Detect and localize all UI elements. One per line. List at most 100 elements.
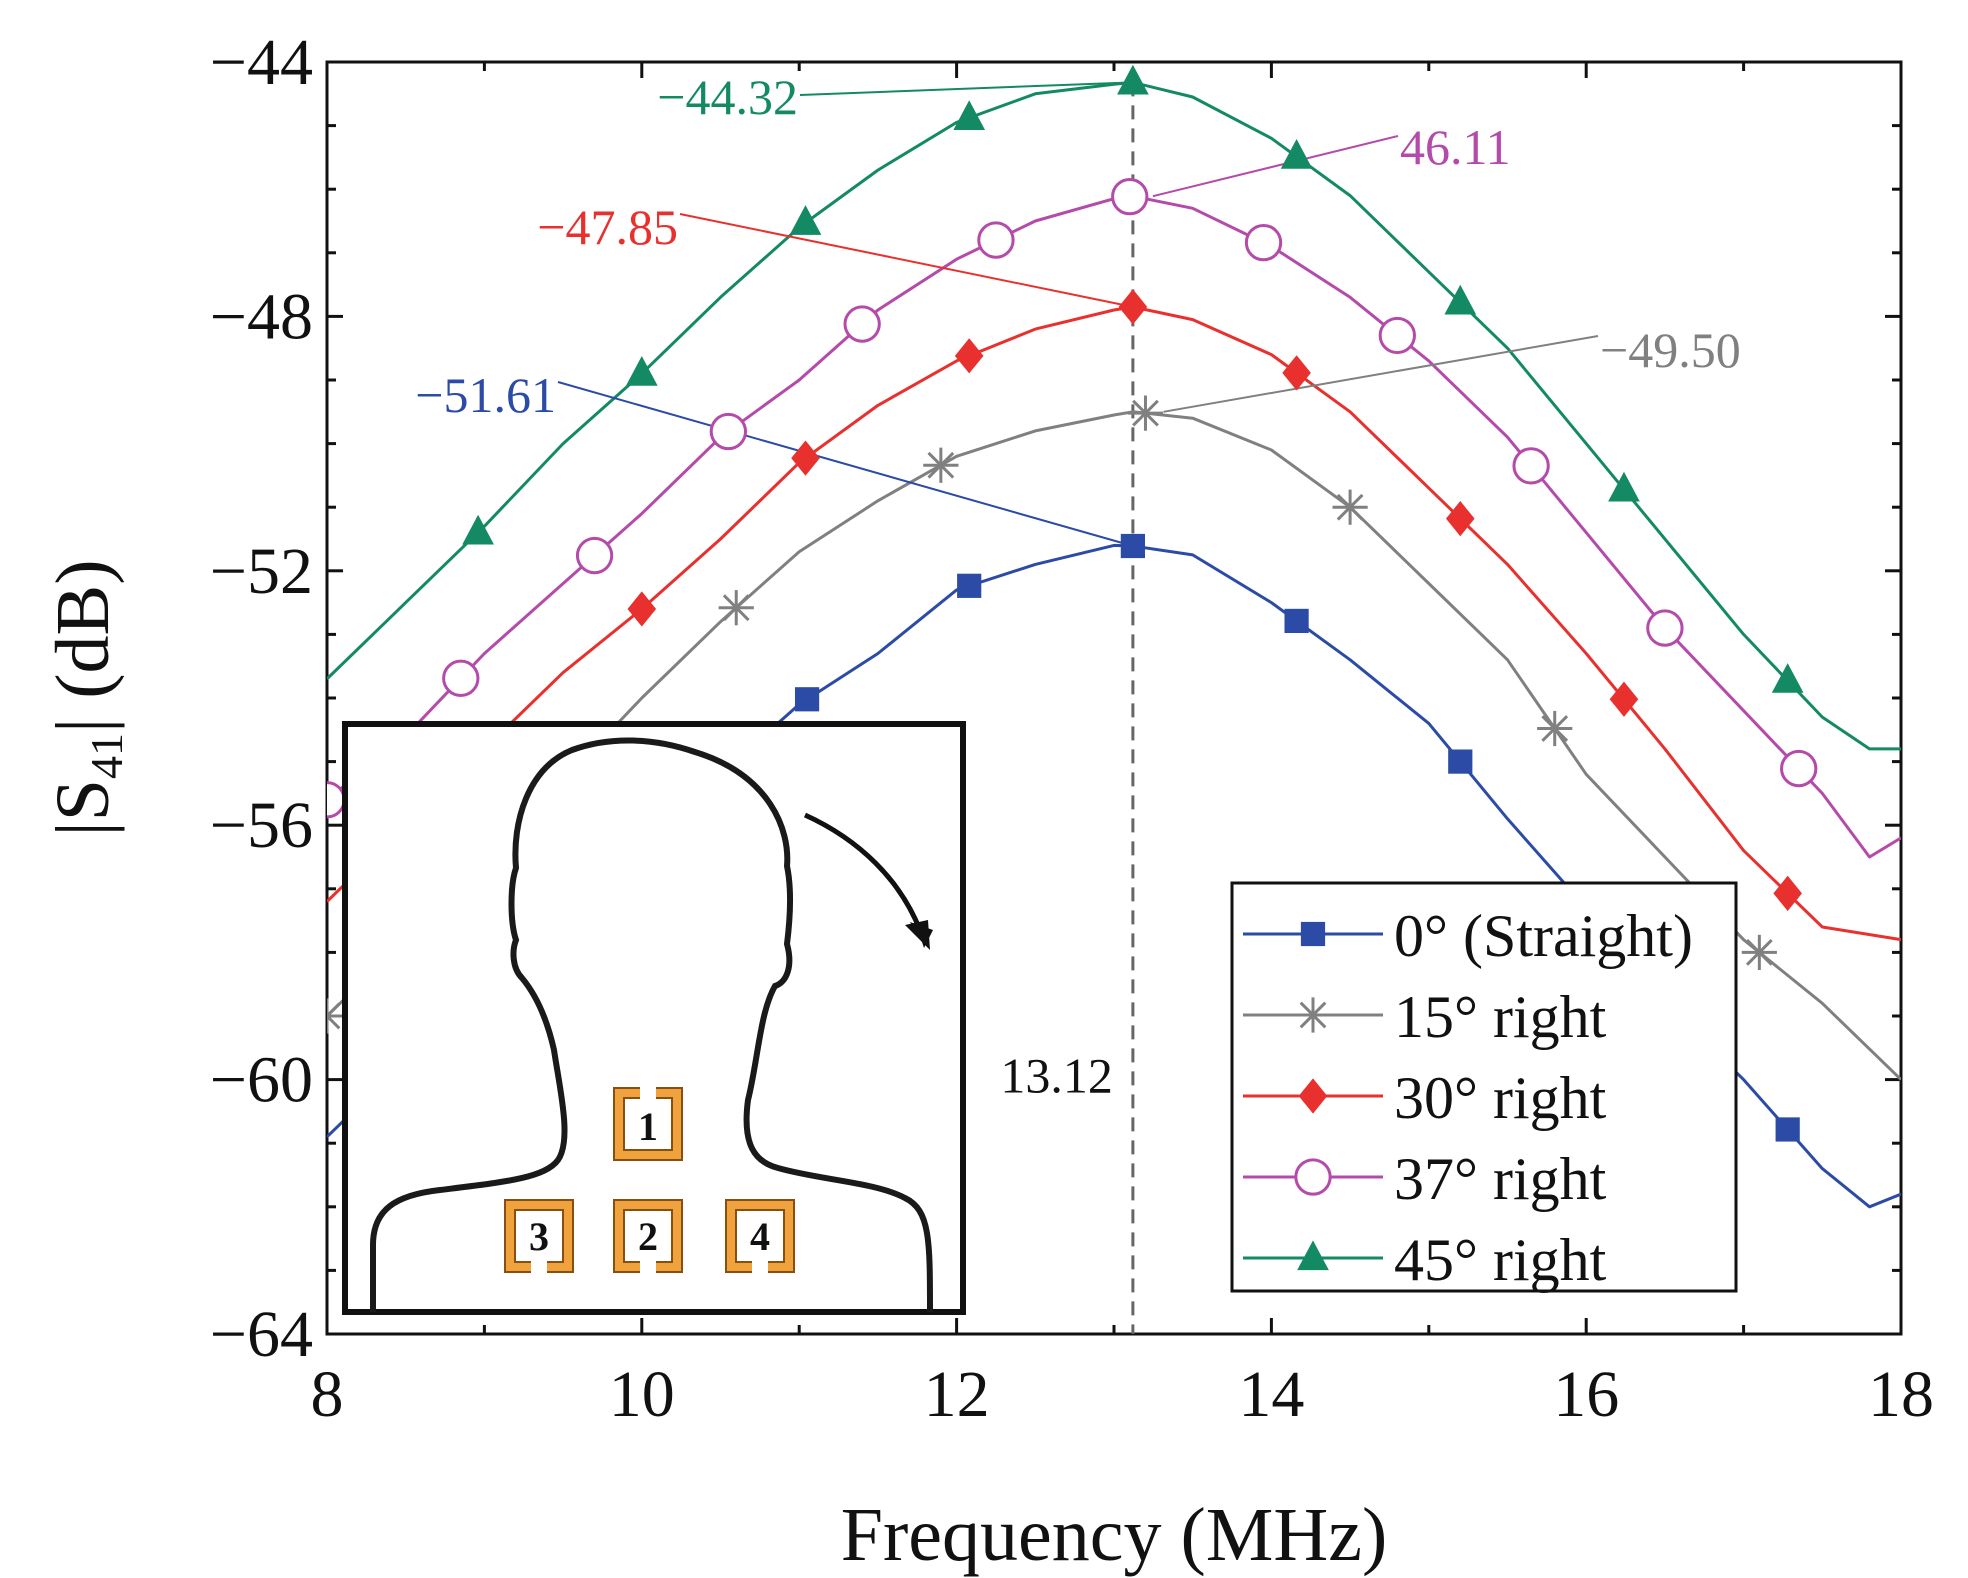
annotation-leader-4	[557, 381, 1134, 547]
antenna-1-label: 1	[638, 1104, 658, 1149]
legend-label-0: 0° (Straight)	[1394, 903, 1693, 969]
legend-marker-4	[1297, 1240, 1329, 1271]
legend-marker-2	[1298, 1078, 1328, 1114]
annotation-label-1: 46.11	[1400, 119, 1511, 175]
antenna-3-label: 3	[529, 1214, 549, 1259]
series-marker-2	[1118, 289, 1148, 325]
arrow-head-tip-icon	[905, 920, 930, 950]
x-tick-label: 10	[609, 1358, 675, 1431]
series-marker-1	[923, 447, 959, 483]
series-marker-0	[1284, 608, 1309, 634]
series-marker-2	[954, 338, 984, 374]
series-marker-3	[1111, 177, 1149, 216]
antenna-4-gap	[752, 1260, 768, 1274]
series-marker-3	[1780, 749, 1818, 788]
series-marker-3	[977, 221, 1015, 259]
series-marker-0	[1120, 533, 1145, 559]
legend-label-2: 30° right	[1394, 1065, 1607, 1131]
antenna-4-label: 4	[750, 1214, 770, 1259]
antenna-3-gap	[531, 1260, 547, 1274]
x-tick-label: 18	[1868, 1358, 1934, 1431]
x-tick-label: 8	[311, 1358, 344, 1431]
antenna-2: 2	[613, 1199, 683, 1274]
legend: 0° (Straight) 15° right 30° right 37° right…	[1230, 881, 1738, 1293]
series-marker-3	[327, 781, 346, 819]
series-marker-2	[791, 440, 820, 476]
series-marker-1-stroke	[1745, 939, 1773, 966]
series-marker-1	[1537, 710, 1573, 747]
annotation-leader-3	[1163, 335, 1599, 413]
annotation-leader-2	[679, 213, 1134, 308]
y-axis-label-tail: | (dB)	[41, 559, 125, 733]
series-marker-0	[1448, 749, 1473, 774]
y-tick-label: −52	[210, 535, 313, 608]
y-tick-label: −60	[210, 1044, 313, 1117]
antenna-4: 4	[725, 1199, 795, 1274]
y-axis-label: |S41| (dB)	[41, 559, 132, 836]
antenna-2-gap	[640, 1260, 656, 1274]
legend-marker-1-stroke	[1299, 1001, 1327, 1029]
annotation-leader-0	[799, 81, 1133, 96]
series-marker-4	[953, 100, 986, 130]
antenna-3-shape	[504, 1199, 574, 1273]
series-markers	[327, 64, 1818, 1142]
series-marker-1	[1127, 395, 1164, 431]
series-marker-1-stroke	[1132, 399, 1159, 427]
y-tick-label: −44	[210, 26, 313, 99]
peak-annotations: −44.32 46.11 −47.85 −49.50 −51.61	[415, 69, 1741, 547]
series-marker-3	[1244, 223, 1283, 262]
series-marker-3	[709, 412, 748, 451]
annotation-label-0: −44.32	[657, 69, 798, 125]
legend-label-3: 37° right	[1394, 1146, 1607, 1212]
series-marker-1	[1741, 934, 1777, 970]
x-axis-label: Frequency (MHz)	[841, 1493, 1388, 1577]
series-marker-2	[1609, 681, 1639, 717]
inset-figure: 1 2 3 4	[342, 721, 966, 1315]
series-marker-1-stroke	[327, 1013, 341, 1030]
rotation-arrow	[803, 812, 923, 931]
series-marker-4	[1117, 64, 1149, 95]
antenna-3: 3	[504, 1199, 574, 1274]
series-marker-2	[1773, 875, 1802, 911]
x-tick-label: 14	[1238, 1358, 1304, 1431]
legend-label-4: 45° right	[1394, 1227, 1607, 1293]
series-marker-1	[718, 590, 754, 626]
legend-label-1: 15° right	[1394, 984, 1607, 1050]
y-axis-label-subscript: 41	[81, 733, 132, 779]
series-marker-2	[1282, 355, 1311, 391]
y-tick-label: −56	[210, 789, 313, 862]
inset-frame	[342, 721, 966, 1315]
antenna-2-label: 2	[638, 1214, 658, 1259]
legend-marker-1	[1295, 997, 1331, 1033]
legend-marker-3	[1294, 1158, 1332, 1196]
annotation-label-2: −47.85	[537, 199, 678, 255]
peak-frequency-label: 13.12	[1000, 1047, 1113, 1103]
y-axis-label-main: |S	[41, 779, 125, 836]
series-marker-0	[1775, 1117, 1800, 1142]
series-marker-4	[1444, 284, 1477, 315]
series-marker-4	[789, 205, 822, 235]
series-marker-0	[957, 573, 982, 598]
y-tick-label: −48	[210, 280, 313, 353]
x-tick-labels: 8 10 12 14 16 18	[311, 1358, 1935, 1431]
series-marker-1	[1332, 489, 1368, 525]
series-marker-1-stroke	[1336, 493, 1364, 521]
series-marker-3	[442, 659, 480, 697]
y-tick-labels: −44 −48 −52 −56 −60 −64	[210, 26, 313, 1371]
series-marker-2	[1445, 501, 1475, 537]
annotation-label-3: −49.50	[1600, 322, 1741, 378]
antenna-1: 1	[613, 1086, 683, 1161]
series-marker-4	[625, 356, 658, 386]
series-marker-1-stroke	[722, 594, 750, 622]
x-tick-label: 12	[924, 1358, 990, 1431]
antenna-2-shape	[613, 1199, 683, 1273]
series-marker-3	[1378, 316, 1416, 355]
series-marker-1	[327, 998, 345, 1034]
antenna-1-gap	[640, 1086, 656, 1100]
axis-ticks	[325, 60, 1903, 1336]
series-marker-4	[1771, 663, 1804, 693]
series-marker-4	[1608, 471, 1640, 502]
legend-marker-0	[1300, 921, 1326, 947]
series-marker-1-stroke	[1541, 715, 1569, 742]
